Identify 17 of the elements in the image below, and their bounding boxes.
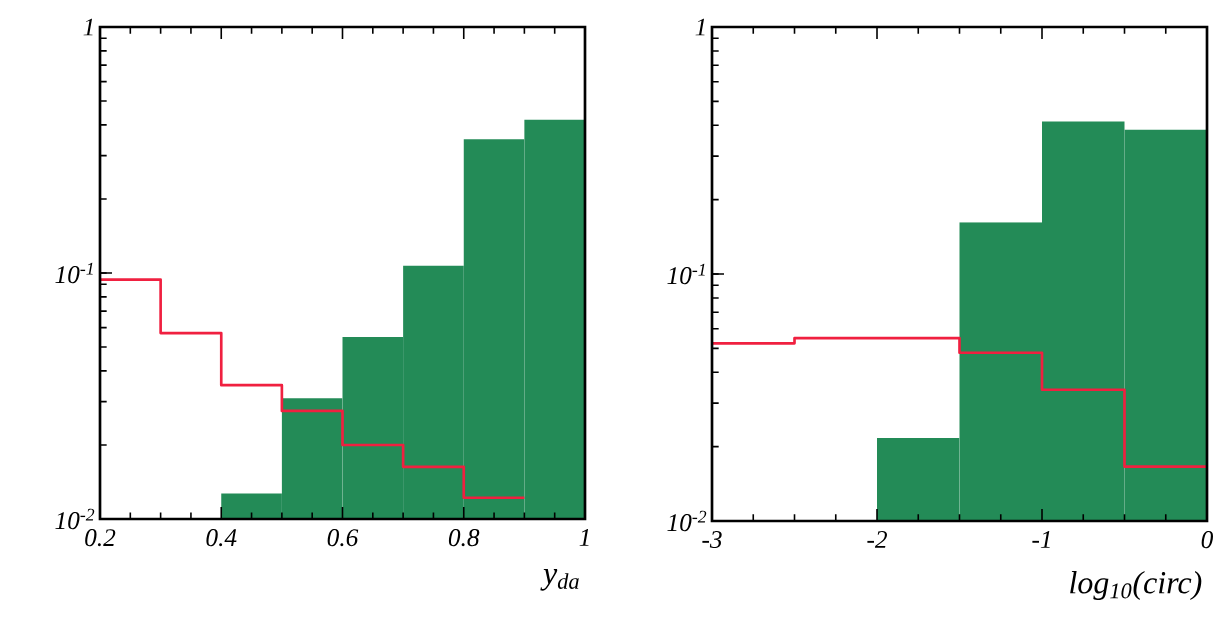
x-tick-label: 0.6 bbox=[327, 529, 359, 547]
x-tick-label: 0.2 bbox=[85, 529, 116, 547]
y-tick-label: 10$^{-2}$ bbox=[55, 508, 95, 530]
x-tick-label: -2 bbox=[867, 531, 887, 548]
x-tick-label: -3 bbox=[702, 531, 722, 549]
x-tick-label: -1 bbox=[1032, 531, 1050, 548]
x-tick-label: 0.4 bbox=[206, 529, 237, 547]
y-tick-label: 10$^{-1}$ bbox=[55, 262, 93, 284]
y-tick-label: 1 bbox=[83, 18, 93, 36]
x-axis-title: y$_{da}$ bbox=[540, 569, 579, 591]
x-tick-label: 0.8 bbox=[448, 529, 480, 547]
y-tick-label: 10$^{-2}$ bbox=[667, 510, 707, 532]
x-axis-title: log$_{10}$(circ) bbox=[1070, 571, 1202, 601]
y-tick-label: 1 bbox=[695, 18, 705, 36]
x-tick-label: 1 bbox=[579, 529, 589, 546]
x-tick-label: 0 bbox=[1201, 531, 1214, 549]
y-tick-label: 10$^{-1}$ bbox=[667, 263, 705, 285]
